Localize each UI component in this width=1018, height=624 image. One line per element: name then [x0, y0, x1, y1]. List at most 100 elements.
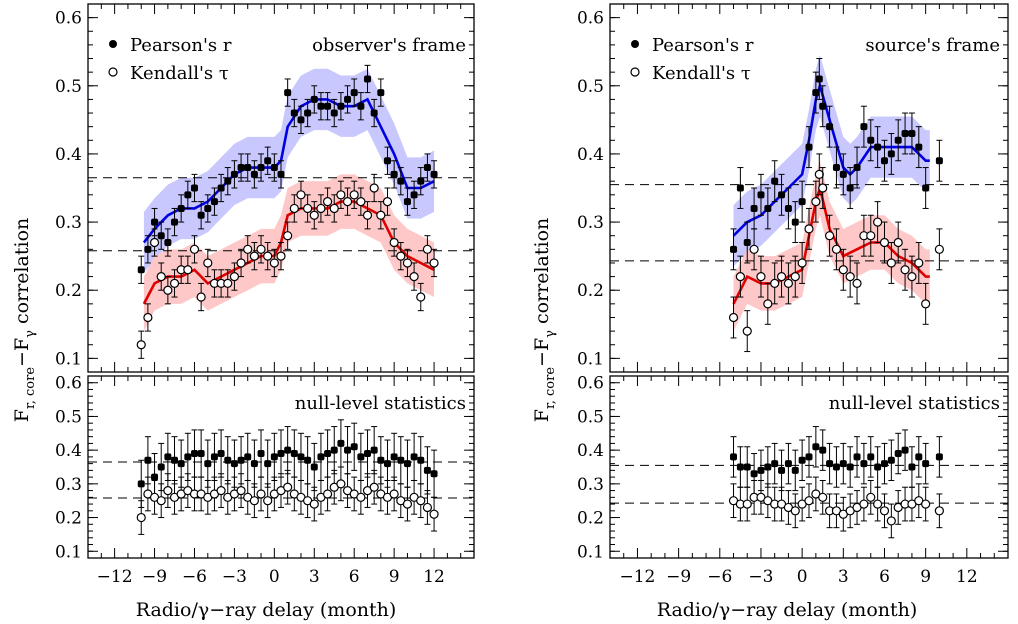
pearson-point — [137, 480, 145, 488]
kendall-point — [893, 237, 903, 248]
pearson-point — [887, 456, 895, 464]
pearson-point — [217, 450, 225, 458]
kendall-point — [136, 340, 146, 350]
pearson-point — [757, 466, 765, 474]
kendall-point — [742, 499, 752, 509]
pearson-point — [736, 463, 744, 471]
pearson-point — [230, 170, 238, 178]
kendall-point — [156, 271, 166, 282]
pearson-point — [224, 177, 232, 185]
kendall-point — [263, 496, 273, 506]
pearson-point — [764, 204, 772, 212]
pearson-point — [297, 116, 305, 124]
y-tick-label: 0.4 — [577, 441, 604, 461]
kendall-confidence-band — [143, 174, 435, 332]
kendall-point — [776, 271, 787, 282]
legend-pearson-marker — [631, 40, 639, 48]
kendall-point — [389, 489, 399, 499]
kendall-point — [429, 509, 439, 519]
kendall-point — [422, 244, 433, 254]
kendall-point — [156, 496, 166, 506]
y-tick-label: 0.3 — [55, 475, 82, 495]
pearson-point — [177, 204, 185, 212]
pearson-point — [151, 218, 159, 226]
pearson-point — [237, 164, 245, 172]
pearson-point — [144, 456, 152, 464]
y-tick-label: 0.5 — [55, 77, 82, 97]
pearson-point — [344, 446, 352, 454]
kendall-point — [169, 278, 180, 289]
kendall-point — [879, 237, 890, 248]
pearson-point — [430, 470, 438, 478]
pearson-point — [350, 443, 358, 451]
pearson-point — [839, 170, 847, 178]
pearson-point — [357, 453, 365, 461]
pearson-point — [403, 460, 411, 468]
pearson-point — [230, 460, 238, 468]
null-level-label: null-level statistics — [829, 393, 1000, 414]
kendall-point — [934, 244, 944, 254]
pearson-point — [264, 460, 272, 468]
kendall-point — [873, 499, 883, 509]
pearson-point — [324, 450, 332, 458]
kendall-point — [163, 285, 173, 295]
kendall-point — [914, 258, 924, 268]
pearson-point — [410, 191, 418, 199]
kendall-point — [342, 197, 353, 207]
kendall-point — [362, 210, 373, 220]
pearson-point — [846, 463, 854, 471]
pearson-point — [317, 102, 325, 110]
kendall-point — [183, 265, 193, 275]
y-tick-label: 0.4 — [55, 145, 82, 165]
y-tick-label: 0.6 — [55, 9, 82, 29]
kendall-point — [196, 292, 206, 302]
pearson-point — [791, 218, 799, 226]
pearson-point — [197, 211, 205, 219]
kendall-point — [921, 499, 931, 509]
panel-frame — [609, 3, 1009, 373]
pearson-point — [324, 102, 332, 110]
source-frame-correlation-panel: 0.1 0.2 0.3 0.4 0.5 0.6 source's frame Pearson'… — [577, 3, 1009, 373]
x-tick-label: −12 — [620, 567, 656, 587]
pearson-point — [364, 75, 372, 83]
kendall-point — [756, 271, 766, 282]
pearson-point — [791, 466, 799, 474]
x-tick-label: −6 — [182, 567, 207, 587]
kendall-point — [189, 244, 200, 254]
panel-frame — [87, 375, 475, 559]
kendall-point — [818, 492, 828, 502]
pearson-point — [383, 157, 391, 165]
legend-kendall-label: Kendall's τ — [130, 63, 229, 84]
kendall-point — [770, 278, 780, 289]
x-tick-label: −12 — [97, 567, 133, 587]
pearson-point — [177, 460, 185, 468]
y-tick-label: 0.2 — [577, 509, 604, 529]
y-tick-label: 0.6 — [577, 374, 604, 394]
kendall-point — [831, 244, 842, 254]
pearson-point — [310, 463, 318, 471]
pearson-point — [250, 170, 258, 178]
pearson-point — [310, 95, 318, 103]
legend-pearson-marker — [109, 40, 117, 48]
pearson-point — [743, 463, 751, 471]
pearson-point — [290, 109, 298, 117]
kendall-point — [728, 312, 739, 323]
legend-kendall-label: Kendall's τ — [652, 63, 751, 84]
y-tick-label: 0.6 — [55, 374, 82, 394]
pearson-point — [784, 204, 792, 212]
kendall-point — [838, 265, 848, 275]
pearson-point — [364, 450, 372, 458]
pearson-point — [894, 136, 902, 144]
pearson-point — [860, 123, 868, 131]
kendall-point — [814, 169, 824, 179]
kendall-point — [322, 197, 333, 207]
kendall-point — [907, 271, 917, 282]
kendall-point — [216, 485, 226, 496]
pearson-point — [815, 75, 823, 83]
legend-pearson-label: Pearson's r — [130, 35, 232, 56]
pearson-point — [812, 443, 820, 451]
kendall-point — [303, 203, 313, 214]
pearson-point — [935, 453, 943, 461]
pearson-point — [805, 453, 813, 461]
pearson-point — [204, 460, 212, 468]
